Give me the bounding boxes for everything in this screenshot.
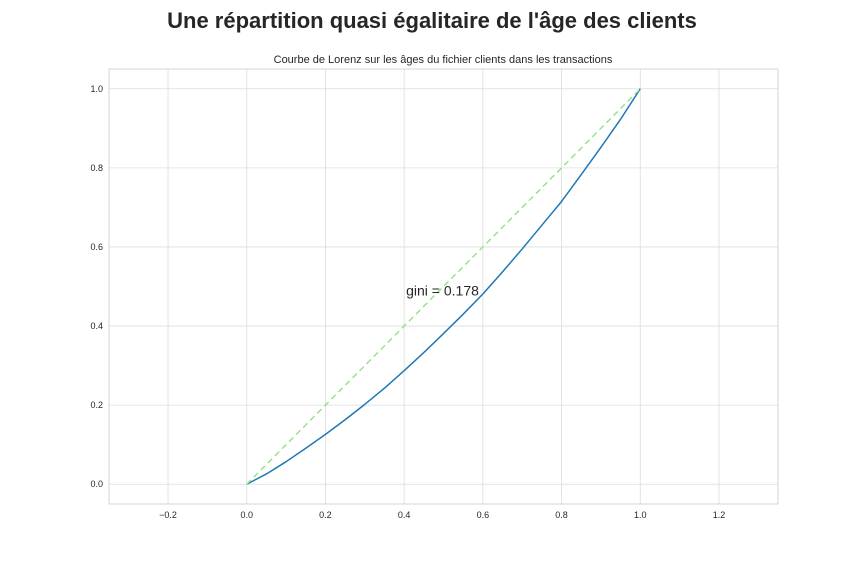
y-tick-label: 0.2	[90, 400, 103, 410]
x-tick-label: 1.2	[713, 510, 726, 520]
annotations: gini = 0.178	[406, 282, 479, 298]
figure-suptitle: Une répartition quasi égalitaire de l'âg…	[167, 8, 697, 33]
y-tick-label: 0.6	[90, 242, 103, 252]
equality-line	[246, 88, 641, 485]
x-tick-label: −0.2	[159, 510, 177, 520]
tick-labels: −0.2 0.0 0.2 0.4 0.6 0.8 1.0 1.2 0.0 0.2 0.4 0.6 0.8…	[90, 84, 725, 520]
series-layer	[246, 88, 641, 485]
x-tick-label: 1.0	[634, 510, 647, 520]
y-tick-label: 1.0	[90, 84, 103, 94]
gini-annotation: gini = 0.178	[406, 282, 479, 298]
x-tick-label: 0.0	[240, 510, 253, 520]
grid	[109, 69, 778, 504]
x-tick-label: 0.2	[319, 510, 332, 520]
lorenz-curve	[246, 88, 641, 485]
x-tick-label: 0.4	[398, 510, 411, 520]
plot-frame	[108, 68, 779, 505]
x-tick-label: 0.8	[555, 510, 568, 520]
chart-title: Courbe de Lorenz sur les âges du fichier…	[274, 54, 613, 66]
y-tick-label: 0.0	[90, 479, 103, 489]
x-tick-label: 0.6	[477, 510, 490, 520]
y-tick-label: 0.8	[90, 163, 103, 173]
y-tick-label: 0.4	[90, 321, 103, 331]
